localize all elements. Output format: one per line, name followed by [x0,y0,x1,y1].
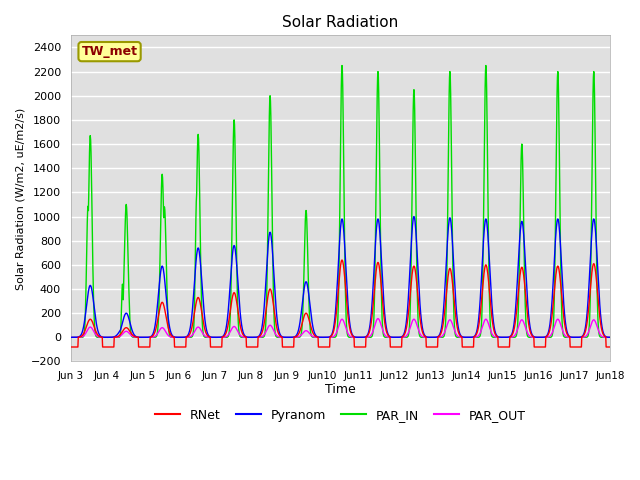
Pyranom [495,334,502,340]
Legend: RNet, Pyranom, PAR_IN, PAR_OUT: RNet, Pyranom, PAR_IN, PAR_OUT [150,404,531,427]
RNet [542,334,550,340]
RNet [173,344,181,350]
Line: PAR_IN: PAR_IN [71,66,610,337]
RNet [338,257,346,263]
PAR_IN [247,335,255,340]
PAR_IN [338,63,346,69]
PAR_IN [543,335,550,340]
RNet [247,344,255,350]
PAR_OUT [495,335,503,340]
Pyranom [606,335,614,340]
Pyranom [67,335,75,340]
Pyranom [424,335,432,340]
PAR_IN [425,335,433,340]
PAR_OUT [103,335,111,340]
PAR_IN [495,335,503,340]
RNet [187,329,195,335]
Pyranom [173,335,181,340]
Y-axis label: Solar Radiation (W/m2, uE/m2/s): Solar Radiation (W/m2, uE/m2/s) [15,108,25,289]
X-axis label: Time: Time [325,383,356,396]
PAR_IN [606,335,614,340]
Line: Pyranom: Pyranom [71,216,610,337]
PAR_IN [187,335,195,340]
PAR_OUT [425,335,433,340]
PAR_OUT [606,335,614,340]
Line: RNet: RNet [71,260,610,347]
PAR_OUT [374,316,382,322]
PAR_OUT [187,333,195,339]
PAR_IN [173,335,181,340]
RNet [67,344,75,350]
Pyranom [410,214,418,219]
Pyranom [187,323,195,328]
Title: Solar Radiation: Solar Radiation [282,15,399,30]
PAR_OUT [543,335,550,340]
PAR_IN [67,335,75,340]
PAR_IN [283,335,291,340]
Pyranom [542,334,550,339]
PAR_OUT [174,335,182,340]
PAR_OUT [67,335,75,340]
RNet [495,344,502,350]
Line: PAR_OUT: PAR_OUT [71,319,610,337]
RNet [606,344,614,350]
Text: TW_met: TW_met [81,45,138,58]
RNet [424,344,432,350]
Pyranom [247,335,255,340]
PAR_OUT [248,335,255,340]
